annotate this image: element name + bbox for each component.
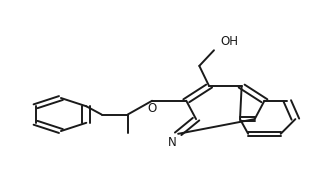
Text: OH: OH xyxy=(220,36,238,48)
Text: N: N xyxy=(168,136,177,149)
Text: O: O xyxy=(147,102,157,115)
